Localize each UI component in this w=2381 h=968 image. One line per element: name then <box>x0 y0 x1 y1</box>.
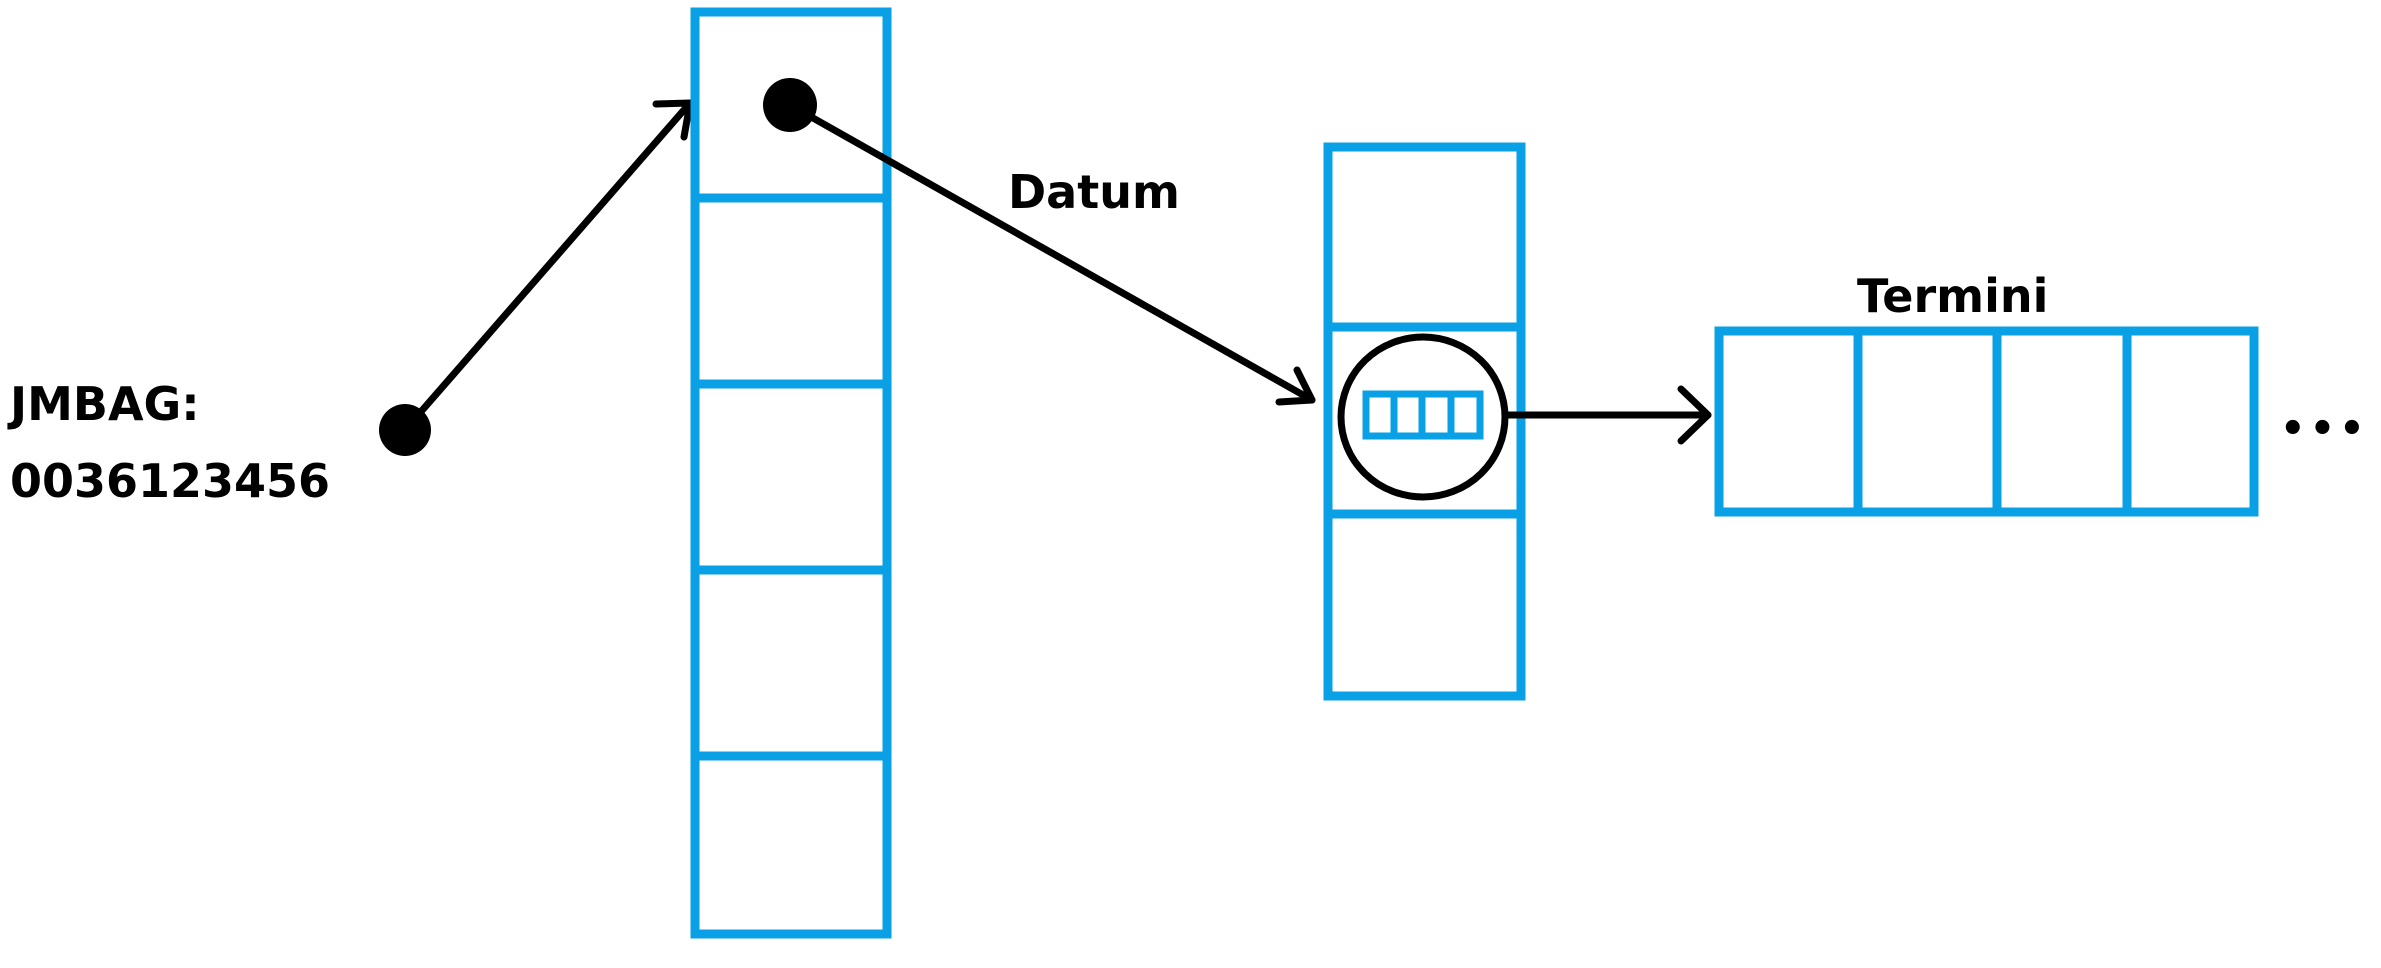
main-table-cell <box>690 751 892 939</box>
date-table-cell <box>1323 509 1526 701</box>
main-table-cell <box>690 193 892 389</box>
termini-label: Termini <box>1857 269 2048 323</box>
date-table <box>1323 142 1526 701</box>
jmbag-value: 0036123456 <box>10 454 330 508</box>
key-to-table-arrow <box>401 99 694 434</box>
jmbag-label: JMBAG: <box>7 377 200 431</box>
mini-array <box>1362 390 1484 440</box>
date-table-cell <box>1323 142 1526 332</box>
termini-cell <box>1992 326 2132 517</box>
ellipsis: ••• <box>2280 406 2369 452</box>
termini-cell <box>1714 326 1863 517</box>
circle-to-termini-arrow <box>1501 385 1712 445</box>
termini-cell <box>2122 326 2259 517</box>
termini-array <box>1714 326 2259 517</box>
main-table-cell <box>690 379 892 575</box>
main-hash-table <box>690 7 892 939</box>
termini-cell <box>1853 326 2002 517</box>
main-table-cell <box>690 565 892 761</box>
datum-label: Datum <box>1008 165 1180 219</box>
bucket-to-date-table-arrow <box>786 101 1316 406</box>
